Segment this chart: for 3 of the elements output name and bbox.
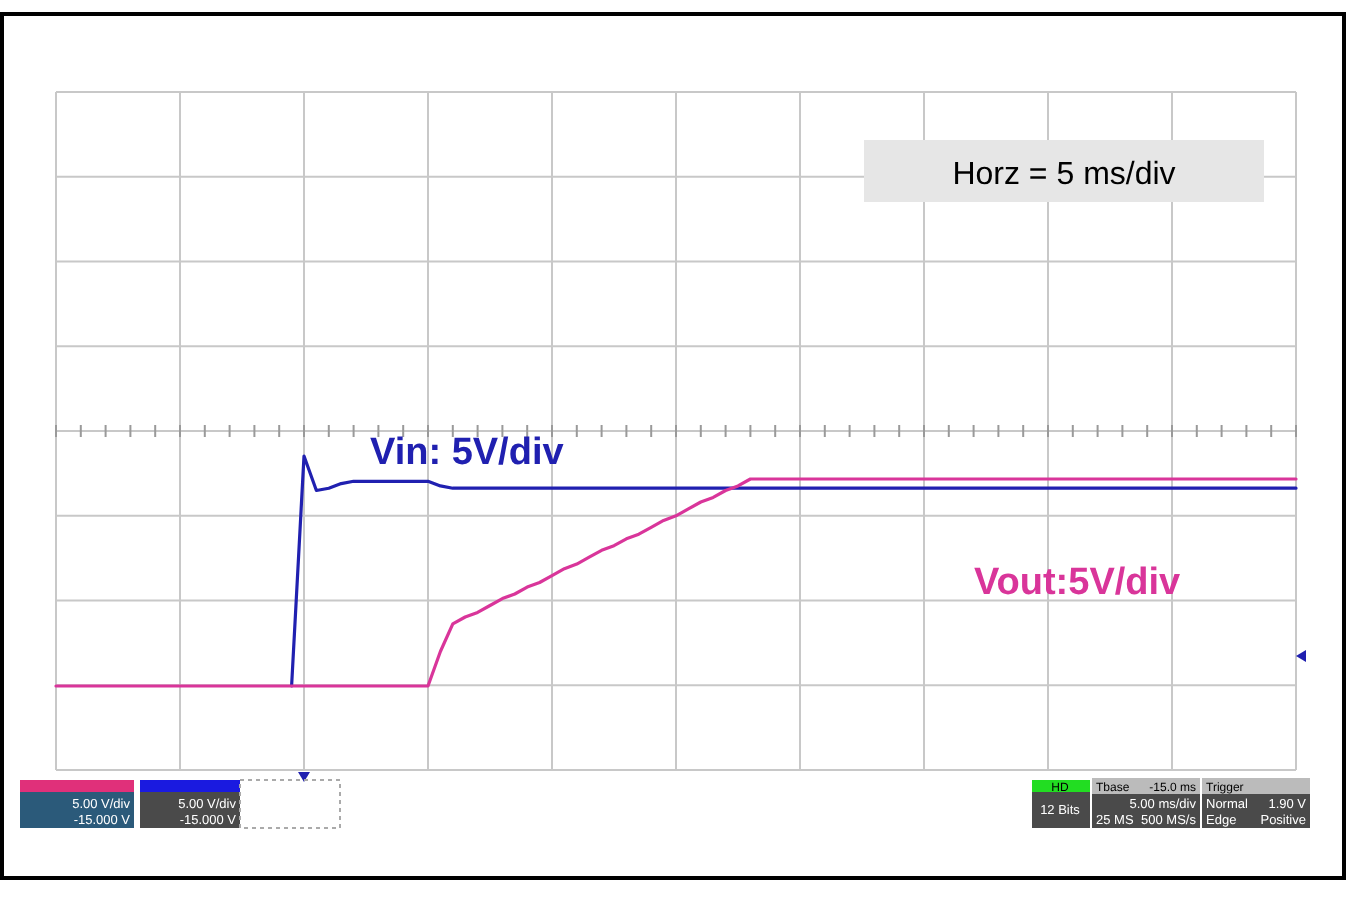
text: Horz = 5 ms/div	[952, 158, 1176, 192]
text: Vout:5V/div	[974, 562, 1182, 604]
series-label: Vin: 5V/div	[370, 432, 565, 474]
